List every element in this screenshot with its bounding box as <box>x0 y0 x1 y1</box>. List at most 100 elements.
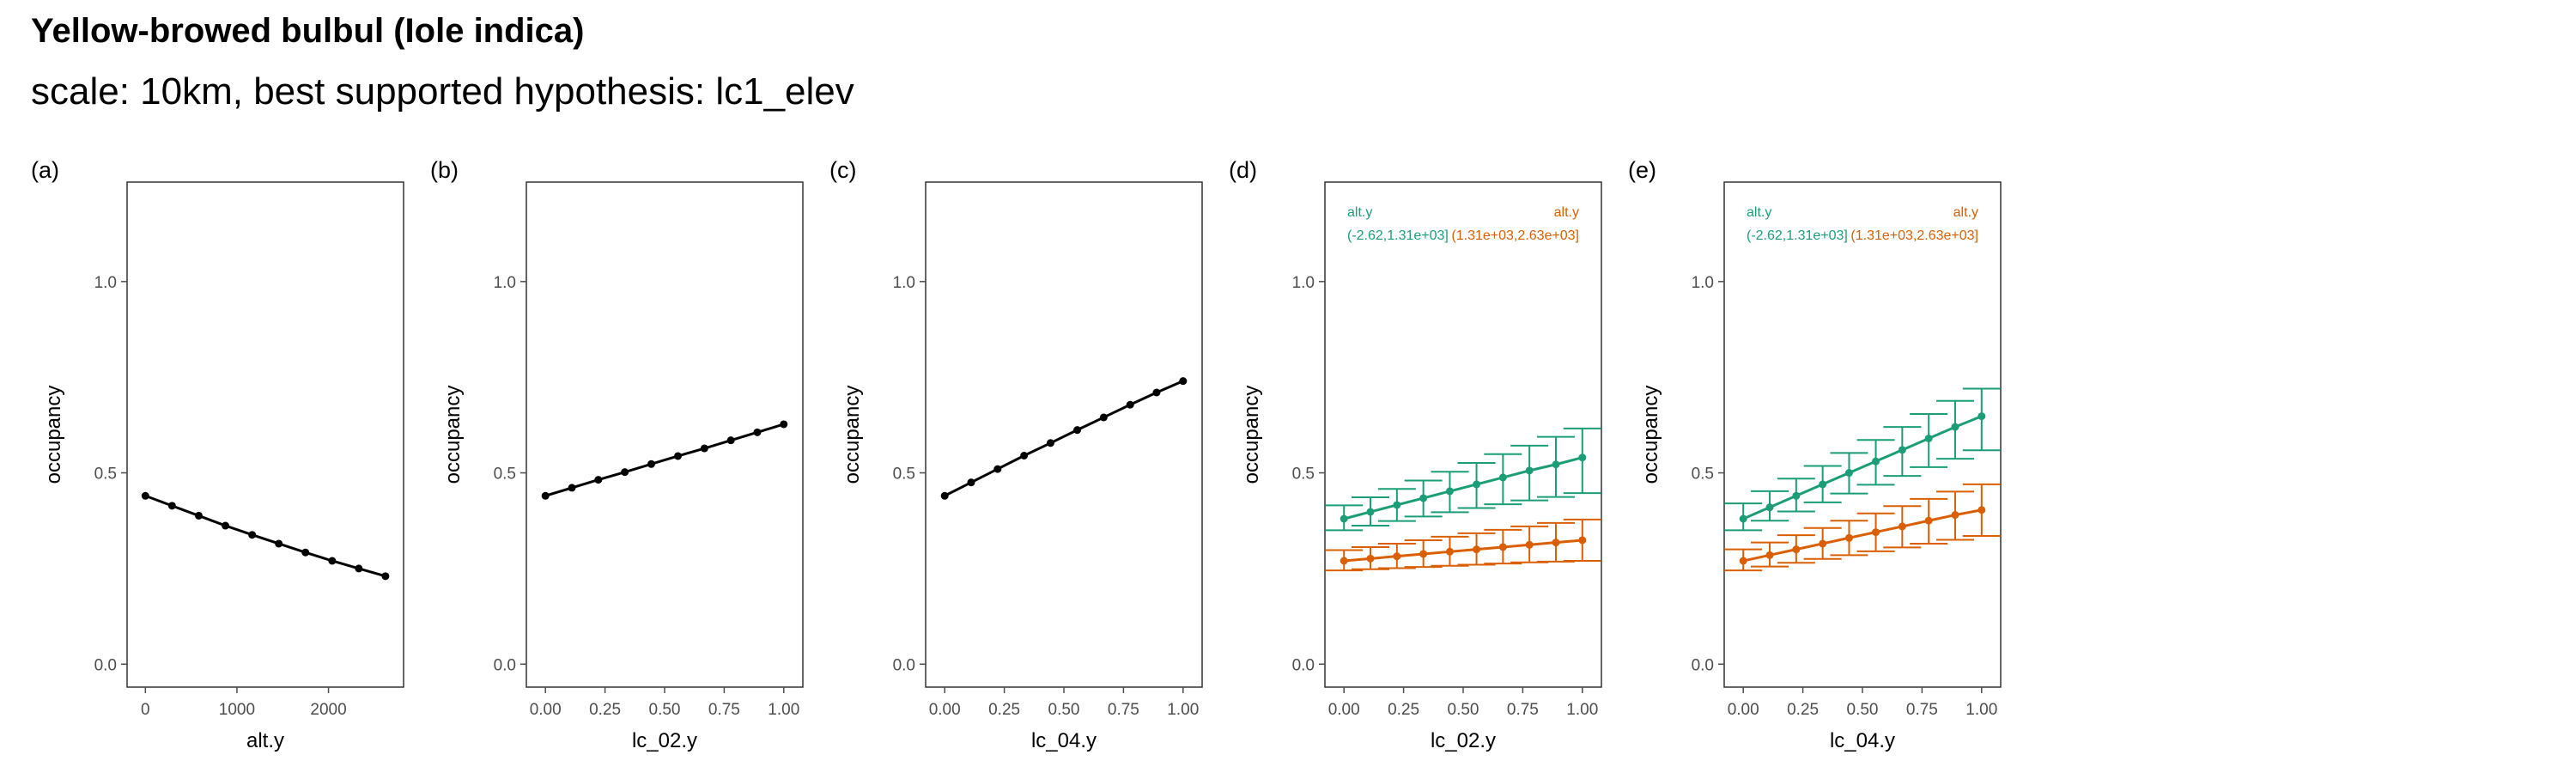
data-point <box>1872 457 1880 466</box>
data-point <box>248 531 257 539</box>
data-point <box>1578 453 1587 462</box>
data-point <box>1819 539 1827 548</box>
data-point <box>1951 423 1959 431</box>
data-point <box>1552 539 1560 547</box>
x-tick-label: 0.75 <box>708 701 740 719</box>
x-tick-label: 2000 <box>310 701 346 719</box>
data-point <box>275 539 283 548</box>
series-1 <box>1724 483 2001 572</box>
data-point <box>1525 466 1534 475</box>
series-0 <box>541 420 788 500</box>
x-tick-label: 0.25 <box>589 701 621 719</box>
data-point <box>194 511 203 520</box>
data-point <box>1179 377 1188 386</box>
y-tick-label: 0.0 <box>1692 656 1714 674</box>
data-point <box>328 557 337 565</box>
x-axis-label: lc_04.y <box>1830 729 1895 752</box>
data-point <box>1792 545 1801 554</box>
data-point <box>1473 480 1481 489</box>
y-tick-label: 0.0 <box>1292 656 1315 674</box>
y-tick-label: 0.0 <box>494 656 516 674</box>
series-line <box>944 380 1184 497</box>
legend-range: (1.31e+03,2.63e+03] <box>1451 228 1579 243</box>
data-point <box>1099 413 1108 422</box>
y-tick-label: 1.0 <box>1292 274 1315 292</box>
series-0 <box>1724 387 2001 532</box>
data-point <box>1020 452 1029 460</box>
data-point <box>1765 551 1774 559</box>
data-point <box>700 444 708 453</box>
data-point <box>301 548 310 557</box>
plot-border <box>526 181 804 688</box>
panel-label: (b) <box>430 157 459 183</box>
data-point <box>1393 501 1401 509</box>
data-point <box>1366 554 1375 563</box>
series-1 <box>1325 518 1601 572</box>
y-axis-label: occupancy <box>1639 386 1662 484</box>
series-0 <box>141 491 390 581</box>
x-tick-label: 0.75 <box>1507 701 1539 719</box>
data-point <box>753 428 762 436</box>
x-tick-label: 0.50 <box>1448 701 1479 719</box>
x-tick-label: 0.25 <box>988 701 1020 719</box>
y-axis-label: occupancy <box>441 386 465 484</box>
data-point <box>1578 536 1587 545</box>
x-tick-label: 0.50 <box>649 701 681 719</box>
data-point <box>1046 439 1054 447</box>
x-axis-label: lc_02.y <box>1431 729 1496 752</box>
series-line <box>544 423 785 497</box>
y-tick-label: 0.0 <box>94 656 117 674</box>
plot-border <box>1324 181 1602 688</box>
data-point <box>647 460 655 468</box>
data-point <box>222 521 230 530</box>
data-point <box>1924 434 1933 442</box>
data-point <box>1419 550 1428 558</box>
legend-range: (1.31e+03,2.63e+03] <box>1850 228 1978 243</box>
x-tick-label: 1.00 <box>1566 701 1598 719</box>
data-point <box>355 564 363 573</box>
data-point <box>1739 557 1747 565</box>
legend-label: alt.y <box>1747 205 1771 220</box>
series-0 <box>940 377 1188 500</box>
series-0 <box>1325 427 1601 532</box>
data-point <box>1525 540 1534 549</box>
data-point <box>1340 557 1348 565</box>
chart-panel-2: (c) 0.0 0.5 1.0 0.00 0.25 0.50 0.75 1.00 lc_04.y o… <box>829 157 1203 752</box>
chart-panel-3: (d) 0.0 0.5 1.0 0.00 0.25 0.50 0.75 1.00 lc_02.y o… <box>1229 157 1602 752</box>
data-point <box>1366 508 1375 516</box>
x-tick-label: 1.00 <box>1965 701 1997 719</box>
data-point <box>568 484 576 492</box>
data-point <box>1393 552 1401 561</box>
data-point <box>1445 547 1454 556</box>
data-point <box>1978 412 1986 421</box>
data-point <box>381 572 390 581</box>
figure-title: Yellow-browed bulbul (Iole indica) <box>31 12 585 50</box>
x-tick-label: 0 <box>141 701 150 719</box>
data-point <box>1552 460 1560 469</box>
series-line <box>144 494 386 578</box>
plot-border <box>126 181 404 688</box>
y-tick-label: 0.5 <box>494 466 516 484</box>
data-point <box>1419 494 1428 502</box>
x-axis-label: lc_02.y <box>632 729 697 752</box>
data-point <box>1792 491 1801 500</box>
series-line <box>1742 508 1983 563</box>
panel-label: (c) <box>829 157 856 183</box>
y-tick-label: 0.0 <box>893 656 915 674</box>
x-tick-label: 1.00 <box>768 701 799 719</box>
panel-label: (a) <box>31 157 59 183</box>
x-axis-label: alt.y <box>246 729 284 752</box>
y-axis-label: occupancy <box>1240 386 1263 484</box>
data-point <box>141 491 149 500</box>
data-point <box>1898 522 1906 531</box>
data-point <box>594 476 603 484</box>
y-tick-label: 1.0 <box>94 274 117 292</box>
data-point <box>726 436 735 445</box>
x-tick-label: 0.00 <box>1328 701 1360 719</box>
chart-panel-4: (e) 0.0 0.5 1.0 0.00 0.25 0.50 0.75 1.00 lc_04.y o… <box>1628 157 2002 752</box>
y-tick-label: 0.5 <box>893 466 915 484</box>
data-point <box>993 465 1002 473</box>
x-tick-label: 1000 <box>219 701 255 719</box>
x-tick-label: 0.00 <box>1728 701 1759 719</box>
